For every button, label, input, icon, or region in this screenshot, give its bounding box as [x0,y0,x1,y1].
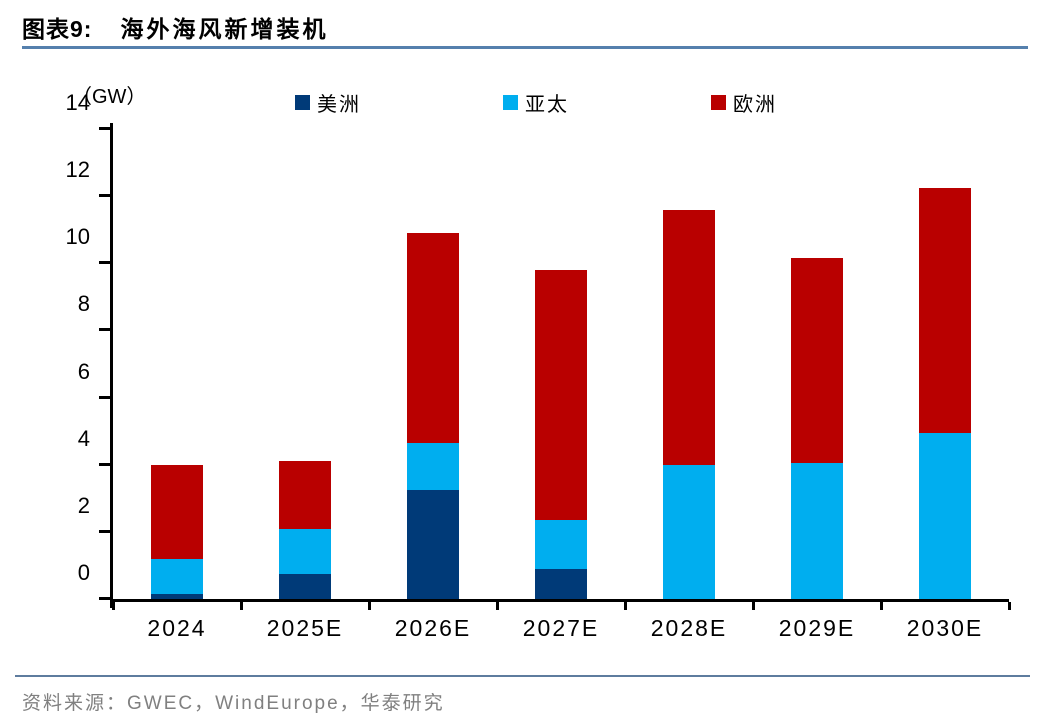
bar-segment-欧洲-2030E [919,187,971,433]
y-tick [99,597,113,600]
y-tick [99,261,113,265]
y-tick-label: 12 [65,157,90,183]
legend-swatch-icon [503,95,518,110]
x-axis [110,599,1009,602]
y-tick [99,328,113,332]
y-tick-label: 6 [77,358,90,384]
y-tick [99,194,113,198]
bar-segment-欧洲-2024 [151,464,203,559]
y-tick-label: 0 [77,560,90,585]
y-tick [99,395,113,399]
bar-segment-亚太-2026E [407,442,459,490]
legend-label: 美洲 [317,94,361,116]
x-tick [1007,602,1011,610]
bar-segment-欧洲-2027E [535,270,587,521]
bar-segment-亚太-2027E [535,520,587,569]
y-axis-unit-label: （GW） [72,86,147,108]
plot-area: 0 2 4 6 8 10 12 14 2024 2025E 2026E 2027E 2028E 2029… [66,90,1011,641]
bar-segment-美洲-2027E [535,568,587,599]
bar-segment-欧洲-2025E [279,461,331,529]
x-tick [623,602,627,610]
bar-2029E [753,129,881,599]
y-tick-label: 4 [77,425,90,451]
legend-label: 欧洲 [733,94,777,116]
figure-label: 图表9: [22,16,93,42]
y-tick [99,127,113,130]
bar-2024 [113,129,241,599]
legend-item-美洲: 美洲 [295,88,361,117]
x-tick [239,602,243,610]
bar-2026E [369,129,497,599]
bar-segment-欧洲-2026E [407,233,459,443]
y-axis [110,123,113,608]
legend-item-欧洲: 欧洲 [711,88,777,117]
y-tick-label: 10 [65,224,90,250]
bar-segment-亚太-2025E [279,528,331,574]
chart-legend: 美洲 亚太 欧洲 [295,88,777,117]
y-tick-label: 8 [77,291,90,317]
legend-swatch-icon [711,95,726,110]
legend-swatch-icon [295,95,310,110]
x-axis-label-2025E: 2025E [266,615,344,641]
title-divider [22,46,1028,49]
y-tick [99,529,113,533]
x-tick [495,602,499,610]
y-tick [99,462,113,466]
x-axis-label-2024: 2024 [147,615,207,641]
x-axis-label-2030E: 2030E [906,615,984,641]
bar-2027E [497,129,625,599]
bar-segment-欧洲-2028E [663,209,715,465]
bar-segment-亚太-2024 [151,558,203,594]
x-axis-label-2028E: 2028E [650,615,728,641]
bar-2025E [241,129,369,599]
y-tick-label: 14 [65,90,90,115]
x-tick [367,602,371,610]
bar-segment-美洲-2026E [407,489,459,599]
bar-segment-美洲-2024 [151,593,203,599]
x-axis-label-2029E: 2029E [778,615,856,641]
bar-segment-美洲-2025E [279,573,331,599]
x-axis-label-2026E: 2026E [394,615,472,641]
bar-2028E [625,129,753,599]
x-tick [111,602,115,610]
source-note: 资料来源：GWEC，WindEurope，华泰研究 [22,693,445,714]
legend-item-亚太: 亚太 [503,88,569,117]
y-tick-label: 2 [77,492,90,518]
bar-segment-亚太-2030E [919,432,971,599]
legend-label: 亚太 [525,94,569,116]
bar-segment-亚太-2028E [663,464,715,599]
footer-divider [15,675,1030,677]
x-tick [879,602,883,610]
bar-segment-欧洲-2029E [791,258,843,464]
figure-header: 图表9: 海外海风新增装机 [22,10,328,44]
x-tick [751,602,755,610]
figure-title: 海外海风新增装机 [120,16,329,42]
x-axis-label-2027E: 2027E [522,615,600,641]
bar-2030E [881,129,1009,599]
bar-segment-亚太-2029E [791,463,843,599]
